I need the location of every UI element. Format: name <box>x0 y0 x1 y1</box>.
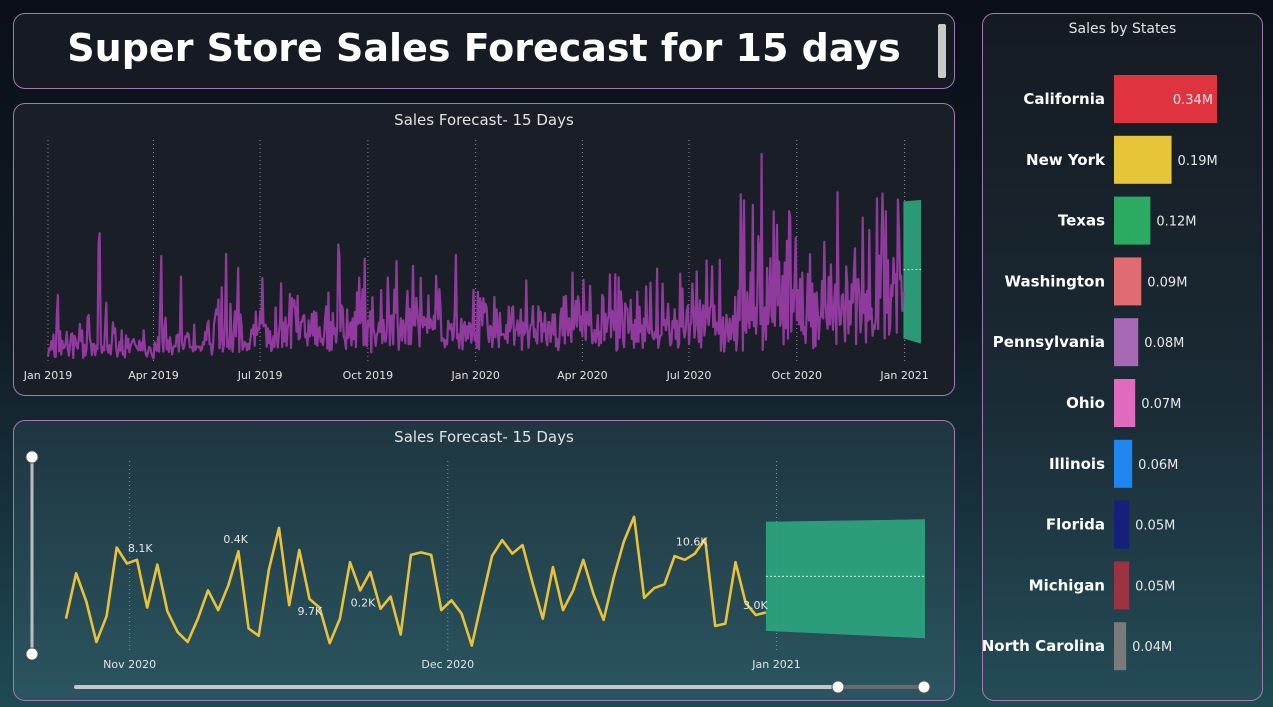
bar-value-label: 0.05M <box>1135 519 1175 534</box>
x-tick-label: Jan 2020 <box>450 369 499 382</box>
bar-value-label: 0.04M <box>1132 640 1172 655</box>
x-tick-label: Apr 2020 <box>557 369 608 382</box>
title-scrollbar[interactable] <box>938 24 946 78</box>
horizontal-slider-handle-end[interactable] <box>917 680 931 694</box>
x-tick-label: Jul 2020 <box>666 369 712 382</box>
sales-series-line <box>46 152 905 360</box>
history-forecast-panel: Sales Forecast- 15 Days Jan 2019 Apr 2019… <box>13 103 955 396</box>
horizontal-slider-handle-start[interactable] <box>831 680 845 694</box>
state-bar[interactable] <box>1114 439 1133 488</box>
state-label: Florida <box>1046 516 1105 534</box>
zoom-forecast-panel: Sales Forecast- 15 Days Nov 2020 Dec 2020… <box>13 420 955 701</box>
state-bar[interactable] <box>1114 622 1127 671</box>
state-bar[interactable] <box>1114 379 1136 427</box>
sales-series-line <box>64 515 767 647</box>
x-tick-label: Jul 2019 <box>237 369 283 382</box>
x-tick-label: Oct 2019 <box>343 369 394 382</box>
state-label: California <box>1023 90 1105 108</box>
states-panel: Sales by States California 0.34M New York 0… <box>982 13 1263 701</box>
data-label: 9.7K <box>298 605 323 618</box>
state-bar[interactable] <box>1114 318 1139 367</box>
state-bar[interactable] <box>1114 500 1130 549</box>
bar-value-label: 0.06M <box>1138 458 1178 473</box>
state-label: Texas <box>1058 212 1105 230</box>
state-bar[interactable] <box>1114 561 1130 610</box>
x-tick-label: Oct 2020 <box>772 369 823 382</box>
bar-value-label: 0.34M <box>1173 93 1213 108</box>
states-chart-title: Sales by States <box>1068 21 1177 37</box>
history-forecast-chart: Jan 2019 Apr 2019 Jul 2019 Oct 2019 Jan 2020… <box>23 140 929 382</box>
zoom-forecast-chart: Nov 2020 Dec 2020 Jan 2021 8.1K 0.4K 9.7K 0.2K… <box>25 450 931 694</box>
x-tick-label: Jan 2019 <box>23 369 72 382</box>
title-panel: Super Store Sales Forecast for 15 days <box>13 13 955 89</box>
states-bar-chart: California 0.34M New York 0.19M Texas 0.12M Wa… <box>983 75 1218 671</box>
x-tick-label: Nov 2020 <box>103 658 156 671</box>
vertical-slider-handle-top[interactable] <box>25 450 39 464</box>
history-chart-title: Sales Forecast- 15 Days <box>394 111 574 129</box>
state-label: Ohio <box>1066 394 1105 412</box>
data-label: 10.6K <box>676 536 708 549</box>
bar-value-label: 0.05M <box>1135 579 1175 594</box>
bar-value-label: 0.12M <box>1156 215 1196 230</box>
x-tick-label: Apr 2019 <box>128 369 179 382</box>
bar-value-label: 0.07M <box>1141 397 1181 412</box>
state-label: Illinois <box>1049 455 1105 473</box>
state-label: Michigan <box>1029 576 1105 594</box>
data-label: 8.1K <box>128 542 153 555</box>
data-label: 0.2K <box>351 596 376 609</box>
state-bar[interactable] <box>1114 257 1142 306</box>
forecast-confidence-band <box>903 199 921 344</box>
dashboard-title: Super Store Sales Forecast for 15 days <box>67 26 901 70</box>
state-label: Pennsylvania <box>993 333 1105 351</box>
x-tick-label: Jan 2021 <box>879 369 928 382</box>
data-label: 0.4K <box>223 533 248 546</box>
forecast-confidence-band <box>765 519 925 639</box>
x-tick-label: Dec 2020 <box>421 658 474 671</box>
state-bar[interactable] <box>1114 75 1217 123</box>
bar-value-label: 0.08M <box>1144 336 1184 351</box>
data-label: 3.0K <box>743 599 768 612</box>
vertical-slider-handle-bottom[interactable] <box>25 647 39 661</box>
state-label: New York <box>1026 151 1106 169</box>
state-bar[interactable] <box>1114 196 1151 245</box>
state-label: North Carolina <box>983 637 1105 655</box>
bar-value-label: 0.19M <box>1178 154 1218 169</box>
x-tick-label: Jan 2021 <box>751 658 800 671</box>
state-bar[interactable] <box>1114 135 1172 184</box>
state-label: Washington <box>1005 272 1105 290</box>
zoom-chart-title: Sales Forecast- 15 Days <box>394 428 574 446</box>
bar-value-label: 0.09M <box>1147 275 1187 290</box>
